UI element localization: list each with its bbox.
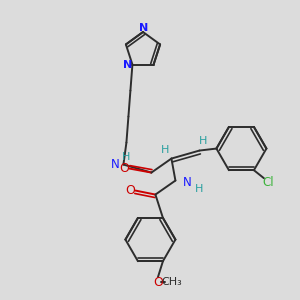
Text: H: H <box>122 152 130 162</box>
Text: O: O <box>125 184 135 197</box>
Text: H: H <box>161 145 170 154</box>
Text: CH₃: CH₃ <box>161 277 182 287</box>
Text: N: N <box>140 23 148 33</box>
Text: H: H <box>195 184 204 194</box>
Text: N: N <box>123 60 132 70</box>
Text: N: N <box>111 158 120 171</box>
Text: O: O <box>119 162 129 175</box>
Text: O: O <box>153 276 163 289</box>
Text: Cl: Cl <box>262 176 274 189</box>
Text: H: H <box>199 136 208 146</box>
Text: N: N <box>183 176 192 189</box>
